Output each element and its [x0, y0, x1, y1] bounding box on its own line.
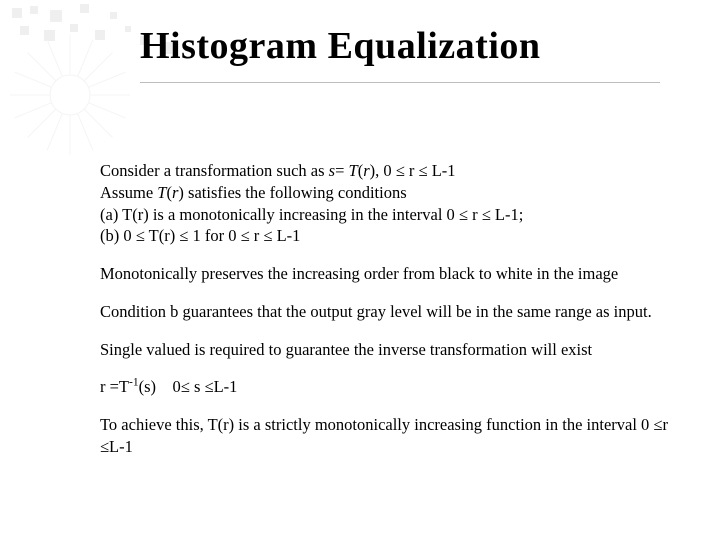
paragraph-4: Single valued is required to guarantee t…	[100, 339, 670, 361]
text: Consider a transformation such as	[100, 161, 329, 180]
paragraph-5: r =T-1(s) 0≤ s ≤L-1	[100, 376, 670, 398]
paragraph-3: Condition b guarantees that the output g…	[100, 301, 670, 323]
text: (a) T(r) is a monotonically increasing i…	[100, 205, 523, 224]
paragraph-6: To achieve this, T(r) is a strictly mono…	[100, 414, 670, 458]
text: (b) 0 ≤ T(r) ≤ 1 for 0 ≤ r ≤ L-1	[100, 226, 300, 245]
body-text: Consider a transformation such as s= T(r…	[100, 160, 670, 474]
text: Assume	[100, 183, 157, 202]
text: ) satisfies the following conditions	[178, 183, 406, 202]
slide: { "title": "Histogram Equalization", "de…	[0, 0, 720, 540]
text: (s) 0≤ s ≤L-1	[139, 377, 238, 396]
superscript: -1	[129, 377, 139, 389]
page-title: Histogram Equalization	[140, 24, 680, 68]
title-block: Histogram Equalization	[140, 24, 680, 83]
text: =	[335, 161, 348, 180]
paragraph-1: Consider a transformation such as s= T(r…	[100, 160, 670, 247]
text: ), 0 ≤ r ≤ L-1	[370, 161, 456, 180]
text: r =T	[100, 377, 129, 396]
paragraph-2: Monotonically preserves the increasing o…	[100, 263, 670, 285]
title-underline	[140, 82, 660, 83]
var-T: T	[349, 161, 358, 180]
